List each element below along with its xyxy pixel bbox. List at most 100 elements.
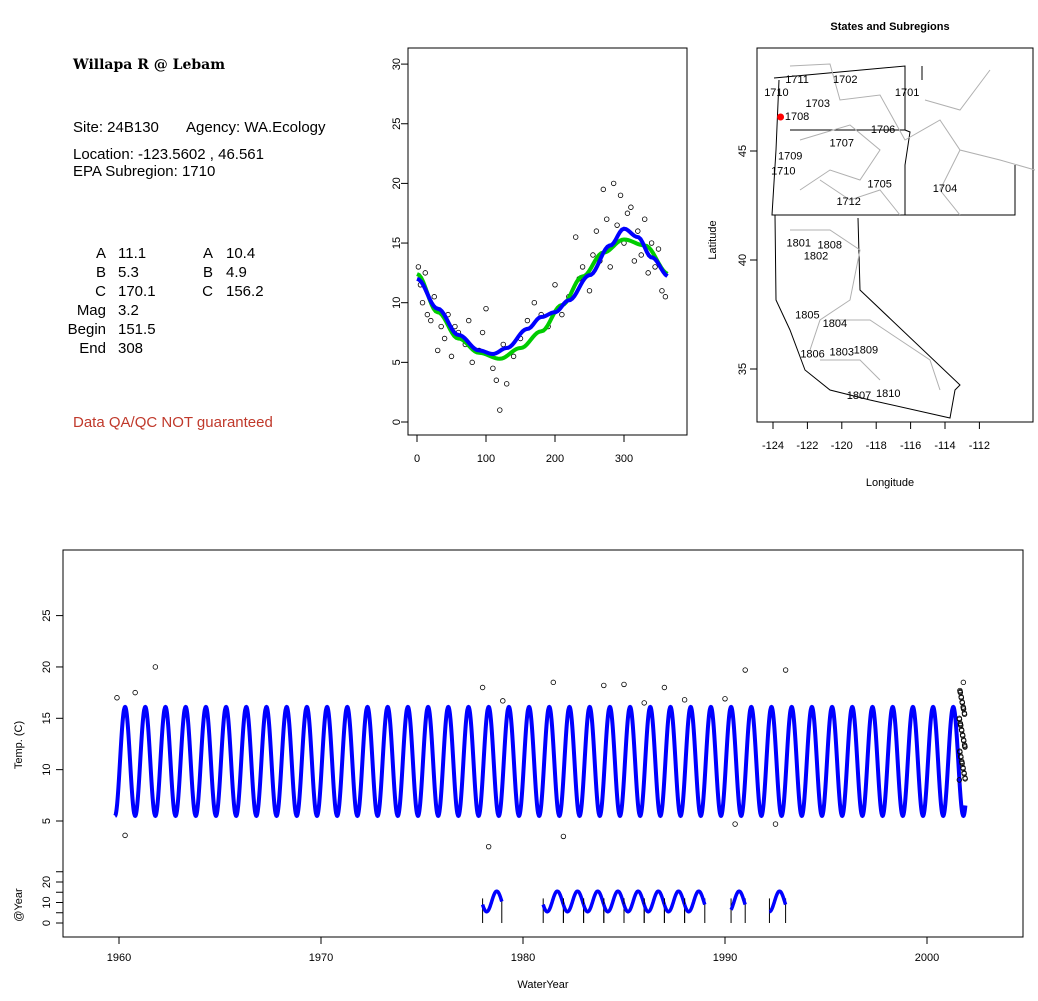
lon-tick-label: -122 — [796, 440, 818, 452]
lon-tick-label: -124 — [762, 440, 784, 452]
outlier-point — [732, 821, 738, 827]
outlier-point — [782, 667, 789, 673]
data-point — [604, 216, 610, 222]
temp-tick-label: 15 — [41, 712, 53, 724]
year-axis-tick-label: 0 — [41, 920, 53, 926]
year-axis-label: @Year — [13, 888, 25, 922]
end-cluster-point — [961, 710, 968, 716]
data-point — [642, 216, 648, 222]
data-point — [438, 323, 444, 330]
y-tick-label: 0 — [391, 419, 403, 425]
outlier-point — [960, 679, 967, 686]
y-tick-label: 10 — [391, 297, 403, 309]
map-title: States and Subregions — [830, 21, 949, 33]
temp-axis-label: Temp. (C) — [13, 721, 25, 769]
data-point — [479, 329, 486, 336]
region-label: 1704 — [933, 183, 957, 195]
end-cluster-point — [956, 777, 963, 783]
end-cluster-point — [958, 726, 965, 733]
data-point — [655, 246, 662, 252]
x-axis-label: WaterYear — [517, 979, 568, 991]
location: Location: -123.5602 , 46.561 — [73, 146, 264, 163]
data-point — [500, 341, 506, 348]
data-point — [662, 294, 669, 300]
data-point — [652, 264, 658, 270]
data-point — [504, 381, 510, 387]
year-curve — [581, 889, 606, 914]
outlier-point — [479, 684, 486, 691]
data-point — [483, 305, 489, 312]
data-point — [431, 294, 437, 300]
outlier-point — [152, 664, 159, 670]
lon-axis-label: Longitude — [866, 477, 914, 489]
region-label: 1706 — [871, 124, 895, 136]
end-cluster-point — [960, 764, 966, 771]
data-point — [631, 258, 638, 264]
region-label: 1705 — [867, 179, 891, 191]
param-value: 5.3 — [118, 264, 139, 281]
lon-tick-label: -112 — [969, 440, 990, 452]
year-curve — [768, 889, 788, 914]
year-curve — [642, 889, 667, 914]
lon-tick-label: -116 — [900, 440, 921, 452]
outlier-point — [681, 697, 688, 703]
end-cluster-point — [958, 694, 964, 700]
data-point — [573, 234, 579, 240]
data-point — [607, 264, 613, 270]
data-point — [422, 270, 428, 276]
site-id: Site: 24B130 — [73, 119, 159, 136]
end-cluster-point — [959, 699, 965, 705]
data-point — [659, 288, 665, 294]
lat-tick-label: 35 — [737, 363, 749, 375]
year-tick-label: 1970 — [309, 952, 333, 964]
end-cluster-point — [962, 775, 968, 781]
data-point — [645, 270, 651, 276]
param-label-2: C — [202, 283, 213, 300]
year-axis-tick-label: 10 — [41, 896, 53, 908]
param-label: C — [95, 283, 106, 300]
end-cluster-point — [960, 704, 966, 710]
data-point — [419, 300, 426, 306]
data-point — [648, 240, 655, 246]
data-point — [428, 317, 434, 324]
end-cluster-point — [957, 720, 964, 727]
param-value: 3.2 — [118, 302, 139, 319]
end-cluster-point — [959, 758, 965, 765]
agency: Agency: WA.Ecology — [186, 119, 326, 136]
year-curve — [541, 889, 566, 914]
disclaimer: Data QA/QC NOT guaranteed — [73, 414, 273, 431]
param-label: Mag — [76, 302, 106, 319]
lon-tick-label: -114 — [934, 440, 955, 452]
outlier-point — [621, 681, 627, 688]
param-value: 308 — [118, 340, 144, 357]
param-label: End — [79, 340, 106, 357]
year-curve — [662, 889, 687, 914]
param-label-2: B — [202, 264, 213, 281]
temp-tick-label: 5 — [41, 818, 53, 824]
year-curve — [682, 889, 707, 914]
year-tick-label: 2000 — [915, 952, 939, 964]
end-cluster-point — [959, 732, 966, 738]
outlier-point — [641, 700, 647, 706]
data-point — [415, 264, 422, 270]
data-point — [624, 210, 631, 216]
data-point — [600, 186, 606, 193]
outlier-point — [114, 695, 120, 701]
param-label: Begin — [67, 321, 106, 338]
end-cluster-point — [957, 687, 963, 694]
outlier-point — [500, 698, 506, 704]
data-point — [510, 353, 517, 360]
data-point — [614, 222, 620, 228]
param-value-2: 10.4 — [226, 245, 256, 262]
param-value: 151.5 — [118, 321, 156, 338]
y-tick-label: 25 — [391, 118, 403, 130]
outlier-point — [772, 821, 779, 827]
temp-tick-label: 10 — [41, 764, 53, 776]
data-point — [424, 311, 431, 318]
data-point — [490, 365, 496, 372]
year-curve — [480, 889, 504, 914]
subregion: EPA Subregion: 1710 — [73, 163, 216, 180]
data-point — [531, 300, 537, 306]
lat-tick-label: 40 — [737, 254, 749, 266]
